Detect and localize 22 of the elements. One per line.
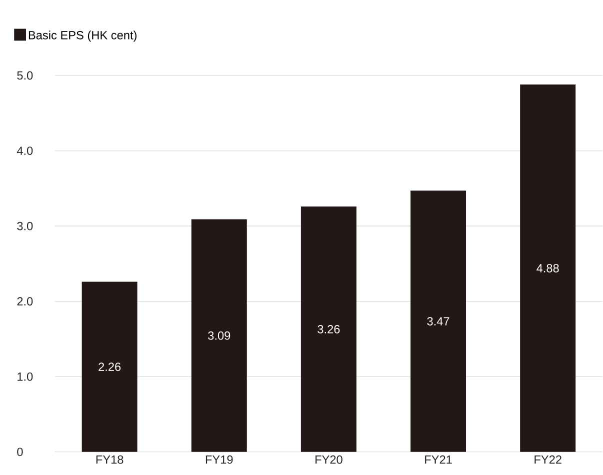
legend-label: Basic EPS (HK cent) xyxy=(28,30,136,42)
x-tick-label: FY20 xyxy=(316,456,342,464)
y-tick-label: 3.0 xyxy=(17,222,33,230)
y-tick-label: 2.0 xyxy=(17,297,33,306)
bar xyxy=(191,220,247,452)
x-tick-label: FY19 xyxy=(206,456,233,464)
data-label: 3.09 xyxy=(208,332,230,340)
y-tick-label: 0 xyxy=(17,448,23,456)
bar xyxy=(300,206,356,452)
x-tick-label: FY18 xyxy=(96,456,124,464)
x-tick-label: FY22 xyxy=(534,456,562,464)
data-label: 2.26 xyxy=(98,362,121,372)
bar xyxy=(82,282,138,452)
y-tick-label: 5.0 xyxy=(17,72,33,80)
x-tick-label: FY21 xyxy=(425,456,452,464)
y-tick-label: 1.0 xyxy=(18,372,33,382)
y-tick-label: 4.0 xyxy=(16,146,33,156)
bar xyxy=(520,84,576,452)
bar xyxy=(410,190,466,452)
data-label: 3.26 xyxy=(318,325,340,334)
data-label: 3.47 xyxy=(427,317,450,326)
data-label: 4.88 xyxy=(536,264,559,273)
